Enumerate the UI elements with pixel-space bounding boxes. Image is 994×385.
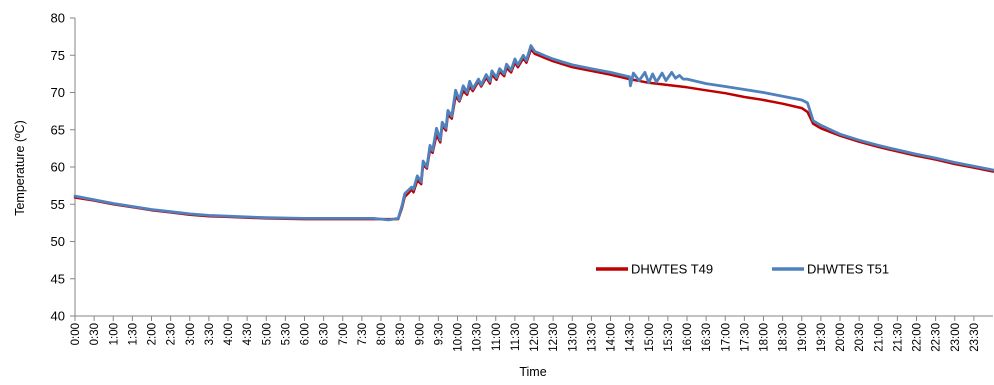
y-axis-title: Temperature (ºC) — [13, 120, 27, 216]
x-tick-label: 1:00 — [108, 323, 120, 345]
x-tick-label: 4:30 — [242, 323, 254, 345]
x-tick-label: 10:30 — [472, 323, 484, 352]
y-tick-label: 55 — [51, 197, 65, 212]
y-tick-label: 80 — [51, 11, 65, 26]
x-tick-label: 13:00 — [567, 323, 579, 352]
x-tick-label: 17:00 — [720, 323, 732, 352]
x-tick-label: 2:00 — [147, 323, 159, 345]
x-axis-title: Time — [519, 365, 546, 379]
x-tick-label: 21:30 — [892, 323, 904, 352]
legend-label-t51: DHWTES T51 — [807, 262, 889, 277]
x-tick-label: 3:00 — [185, 323, 197, 345]
x-tick-label: 16:30 — [701, 323, 713, 352]
y-tick-label: 40 — [51, 309, 65, 324]
x-tick-label: 6:30 — [319, 323, 331, 345]
x-tick-label: 0:30 — [89, 323, 101, 345]
x-tick-label: 15:30 — [663, 323, 675, 352]
x-tick-label: 6:00 — [300, 323, 312, 345]
x-tick-label: 3:30 — [204, 323, 216, 345]
x-tick-label: 8:30 — [395, 323, 407, 345]
x-tick-label: 20:00 — [835, 323, 847, 352]
x-tick-label: 2:30 — [166, 323, 178, 345]
series-layer — [73, 44, 994, 222]
x-tick-label: 11:30 — [510, 323, 522, 351]
x-tick-label: 14:30 — [625, 323, 637, 352]
x-tick-label: 13:30 — [586, 323, 598, 352]
x-tick-label: 21:00 — [873, 323, 885, 352]
x-tick-label: 12:30 — [548, 323, 560, 352]
y-tick-label: 45 — [51, 271, 65, 286]
x-tick-label: 16:00 — [682, 323, 694, 352]
x-axis-ticks: 0:00 0:30 1:00 1:30 2:00 2:30 3:00 3:30 4:00 4:30… — [70, 316, 981, 352]
x-tick-label: 22:30 — [931, 323, 943, 352]
x-tick-label: 0:00 — [70, 323, 82, 345]
x-tick-label: 7:00 — [338, 323, 350, 345]
y-tick-label: 60 — [51, 160, 65, 175]
x-tick-label: 5:00 — [261, 323, 273, 345]
series-line-dhwtes-t51 — [73, 44, 994, 222]
series-line-dhwtes-t49 — [73, 48, 994, 221]
axes — [74, 18, 993, 317]
y-tick-label: 50 — [51, 234, 65, 249]
x-tick-label: 8:00 — [376, 323, 388, 345]
x-tick-label: 1:30 — [127, 323, 139, 345]
legend-label-t49: DHWTES T49 — [631, 262, 713, 277]
x-tick-label: 7:30 — [357, 323, 369, 345]
x-tick-label: 15:00 — [644, 323, 656, 352]
y-tick-label: 70 — [51, 85, 65, 100]
y-axis-ticks: 40 45 50 55 60 65 70 75 80 — [51, 11, 75, 324]
x-tick-label: 9:30 — [433, 323, 445, 345]
y-tick-label: 65 — [51, 122, 65, 137]
x-tick-label: 11:00 — [491, 323, 503, 351]
y-tick-label: 75 — [51, 48, 65, 63]
x-tick-label: 20:30 — [854, 323, 866, 352]
x-tick-label: 10:00 — [453, 323, 465, 352]
x-tick-label: 18:00 — [759, 323, 771, 352]
x-tick-label: 17:30 — [739, 323, 751, 352]
x-tick-label: 23:00 — [950, 323, 962, 352]
x-tick-label: 22:00 — [912, 323, 924, 352]
legend: DHWTES T49 DHWTES T51 — [596, 262, 889, 277]
x-tick-label: 19:00 — [797, 323, 809, 352]
x-tick-label: 23:30 — [969, 323, 981, 352]
x-tick-label: 4:00 — [223, 323, 235, 345]
x-tick-label: 12:00 — [529, 323, 541, 352]
x-tick-label: 18:30 — [778, 323, 790, 352]
x-tick-label: 5:30 — [280, 323, 292, 345]
x-tick-label: 19:30 — [816, 323, 828, 352]
x-tick-label: 14:00 — [606, 323, 618, 352]
x-tick-label: 9:00 — [414, 323, 426, 345]
